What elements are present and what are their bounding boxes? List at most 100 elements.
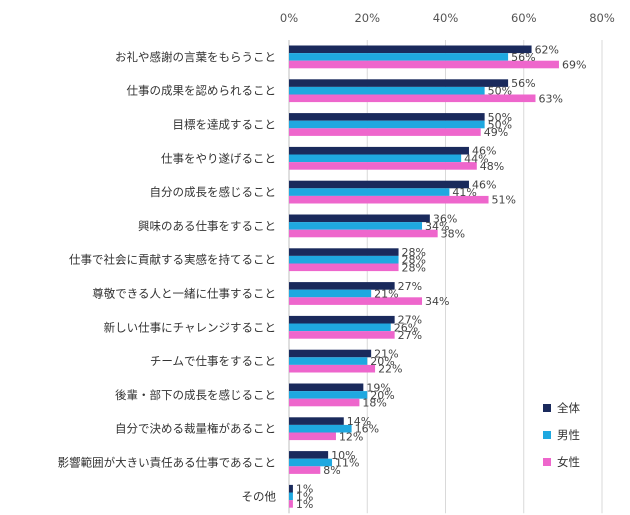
bar bbox=[289, 432, 336, 441]
data-label: 44% bbox=[464, 152, 488, 165]
bar bbox=[289, 282, 395, 290]
bar bbox=[289, 248, 399, 256]
bar bbox=[289, 349, 372, 358]
data-label: 10% bbox=[331, 449, 355, 462]
x-tick-label: 0% bbox=[280, 11, 298, 25]
bar bbox=[289, 417, 344, 425]
category-label: 仕事をやり遂げること bbox=[161, 151, 276, 165]
data-label: 27% bbox=[398, 329, 422, 342]
bar bbox=[289, 500, 293, 508]
bar bbox=[289, 364, 376, 373]
bar bbox=[289, 451, 329, 459]
category-label: 目標を達成すること bbox=[173, 118, 277, 132]
category-label: 新しい仕事にチャレンジすること bbox=[104, 320, 276, 334]
category-label: その他 bbox=[242, 489, 277, 503]
category-label: チームで仕事をすること bbox=[150, 354, 276, 368]
data-label: 46% bbox=[472, 145, 496, 158]
grid-lines bbox=[288, 40, 603, 514]
bar bbox=[289, 128, 481, 136]
bar bbox=[289, 391, 368, 399]
category-label: 興味のある仕事をすること bbox=[138, 219, 276, 233]
data-label: 50% bbox=[488, 85, 512, 98]
data-label: 50% bbox=[488, 119, 512, 132]
bar bbox=[289, 146, 469, 155]
bar bbox=[289, 53, 509, 61]
bar bbox=[289, 162, 477, 170]
bar bbox=[289, 323, 391, 332]
data-label: 16% bbox=[355, 423, 379, 436]
data-label: 20% bbox=[370, 355, 394, 368]
category-label: 仕事で社会に貢献する実感を持てること bbox=[69, 253, 276, 267]
category-label: 自分の成長を感じること bbox=[150, 185, 277, 199]
bar bbox=[289, 255, 399, 264]
bar bbox=[289, 466, 321, 474]
bar bbox=[289, 195, 489, 204]
data-label: 48% bbox=[480, 160, 504, 173]
data-label: 27% bbox=[398, 280, 422, 293]
bar bbox=[289, 492, 293, 501]
data-label: 56% bbox=[511, 51, 535, 64]
bar bbox=[289, 458, 333, 467]
legend-label: 全体 bbox=[557, 401, 580, 415]
data-label: 20% bbox=[370, 389, 394, 402]
data-label: 1% bbox=[296, 490, 313, 503]
data-label: 56% bbox=[511, 77, 535, 90]
data-label: 1% bbox=[296, 498, 313, 511]
bar bbox=[289, 398, 360, 407]
data-label: 34% bbox=[425, 295, 449, 308]
data-label: 69% bbox=[562, 59, 586, 72]
data-label: 14% bbox=[347, 415, 371, 428]
data-label: 36% bbox=[433, 212, 457, 225]
bar bbox=[289, 154, 462, 163]
legend-swatch bbox=[543, 458, 551, 466]
bar bbox=[289, 120, 485, 129]
bar bbox=[289, 113, 485, 121]
data-label: 28% bbox=[402, 254, 426, 267]
x-axis-ticks: 0% 20% 40% 60% 80% bbox=[280, 11, 615, 25]
bar bbox=[289, 484, 293, 493]
bar bbox=[289, 263, 399, 272]
bar bbox=[289, 188, 450, 196]
data-label: 51% bbox=[492, 194, 516, 207]
data-label: 50% bbox=[488, 111, 512, 124]
data-label: 1% bbox=[296, 483, 313, 496]
category-label: 自分で決める裁量権があること bbox=[115, 422, 276, 436]
x-tick-label: 40% bbox=[433, 11, 459, 25]
bar bbox=[289, 297, 423, 305]
bar bbox=[289, 315, 395, 324]
bar bbox=[289, 180, 469, 189]
bar bbox=[289, 357, 368, 365]
x-tick-label: 60% bbox=[511, 11, 537, 25]
bar bbox=[289, 94, 536, 103]
bar bbox=[289, 79, 509, 87]
legend-swatch bbox=[543, 404, 551, 412]
x-tick-label: 80% bbox=[589, 11, 615, 25]
data-label: 28% bbox=[402, 261, 426, 274]
data-label: 34% bbox=[425, 220, 449, 233]
bars bbox=[289, 45, 559, 508]
data-label: 41% bbox=[452, 186, 476, 199]
data-label: 62% bbox=[535, 43, 559, 56]
category-label: 仕事の成果を認められること bbox=[127, 84, 277, 98]
data-label: 21% bbox=[374, 348, 398, 361]
bar bbox=[289, 289, 372, 298]
bar bbox=[289, 60, 559, 69]
data-label: 8% bbox=[323, 464, 340, 477]
data-label: 28% bbox=[402, 246, 426, 259]
data-label: 46% bbox=[472, 179, 496, 192]
bar bbox=[289, 86, 485, 95]
data-label: 19% bbox=[366, 381, 390, 394]
data-label: 26% bbox=[394, 321, 418, 334]
bar bbox=[289, 214, 430, 223]
data-labels: 62%56%69%56%50%63%50%50%49%46%44%48%46%4… bbox=[296, 43, 587, 511]
data-label: 63% bbox=[538, 92, 562, 105]
data-label: 38% bbox=[441, 228, 465, 241]
legend-swatch bbox=[543, 431, 551, 439]
legend-label: 男性 bbox=[557, 428, 580, 442]
bar bbox=[289, 424, 352, 433]
category-labels: お礼や感謝の言葉をもらうこと仕事の成果を認められること目標を達成すること仕事をや… bbox=[58, 50, 277, 503]
data-label: 11% bbox=[335, 457, 359, 470]
legend-label: 女性 bbox=[557, 455, 580, 469]
